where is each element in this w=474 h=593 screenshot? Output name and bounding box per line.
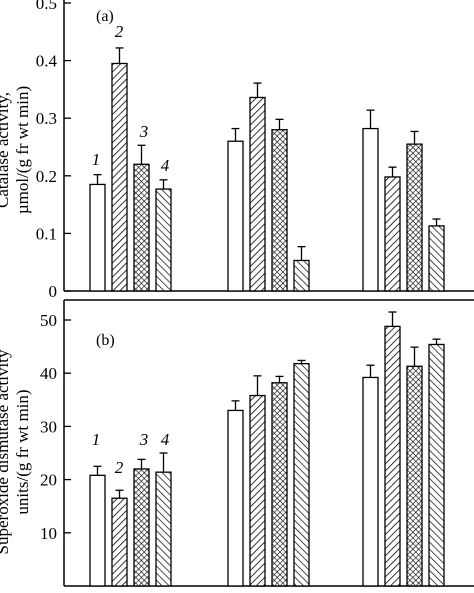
panel-b-label: (b) [96, 332, 115, 349]
panel-a-bar [362, 127, 379, 292]
panel-a-bar [227, 140, 244, 292]
panel-b-tick-label: 50 [40, 311, 57, 330]
panel-b-bar [406, 365, 423, 587]
panel-a-bar [249, 96, 266, 292]
panel-a-bar [271, 129, 288, 292]
panel-a-series-label: 2 [115, 22, 124, 41]
panel-b-bar [133, 468, 150, 587]
panel-b-tick-label: 30 [40, 417, 57, 436]
panel-b-ylabel: Superoxide dismutase activity units/(g f… [0, 349, 32, 554]
panel-b-ticks: 10 20 30 40 50 [40, 311, 71, 543]
panel-a: (a) Catalase activity, µmol/(g fr wt min… [0, 0, 474, 301]
panel-a-bar [155, 188, 172, 292]
panel-a-tick-label: 0.2 [36, 167, 57, 186]
panel-b-bar [293, 362, 310, 587]
panel-b-bar [227, 409, 244, 587]
panel-a-tick-label: 0.5 [36, 0, 57, 13]
panel-b-ylabel-line1: Superoxide dismutase activity [0, 349, 12, 554]
panel-b-bar [249, 394, 266, 587]
panel-b-ylabel-line2: units/(g fr wt min) [13, 389, 32, 514]
panel-a-bar [133, 163, 150, 292]
panel-a-series-label: 1 [92, 150, 101, 169]
panel-a-tick-label: 0.4 [36, 52, 58, 71]
panel-b-tick-label: 10 [40, 524, 57, 543]
panel-b-bar [428, 343, 445, 587]
panel-a-bar [384, 176, 401, 292]
panel-a-tick-label: 0.1 [36, 224, 57, 243]
panel-b-bars [89, 311, 445, 587]
panel-b-bar [384, 325, 401, 587]
panel-b-series-label: 2 [115, 458, 124, 477]
panel-a-series-labels: 1 2 34 [92, 22, 170, 175]
panel-a-bar [89, 183, 106, 292]
panel-a-bar [293, 259, 310, 292]
panel-a-series-label: 4 [161, 156, 170, 175]
panel-b-series-label: 1 [92, 430, 101, 449]
panel-b-tick-label: 40 [40, 364, 57, 383]
panel-a-label: (a) [96, 8, 114, 25]
panel-b-bar [271, 382, 288, 587]
panel-b-bar [362, 376, 379, 587]
panel-b-bar [89, 474, 106, 587]
panel-b-bar [111, 497, 128, 587]
panel-a-tick-label: 0.3 [36, 109, 57, 128]
panel-a-ylabel-line2: µmol/(g fr wt min) [13, 86, 32, 214]
panel-a-bars [89, 47, 445, 292]
panel-b-bar [155, 471, 172, 587]
panel-a-tick-label: 0 [49, 282, 58, 301]
panel-a-ylabel-line1: Catalase activity, [0, 92, 12, 208]
panel-b-series-label: 4 [161, 430, 170, 449]
panel-a-series-label: 3 [139, 122, 149, 141]
panel-a-ylabel: Catalase activity, µmol/(g fr wt min) [0, 86, 32, 214]
panel-a-ticks: 0 0.1 0.2 0.3 0.4 0.5 [36, 0, 71, 301]
panel-b-tick-label: 20 [40, 471, 57, 490]
panel-a-bar [111, 62, 128, 292]
panel-b-series-label: 3 [139, 430, 149, 449]
panel-b-series-labels: 123 4 [92, 430, 170, 477]
panel-a-bar [428, 225, 445, 292]
panel-b: (b) Superoxide dismutase activity units/… [0, 299, 474, 587]
panel-a-bar [406, 143, 423, 292]
